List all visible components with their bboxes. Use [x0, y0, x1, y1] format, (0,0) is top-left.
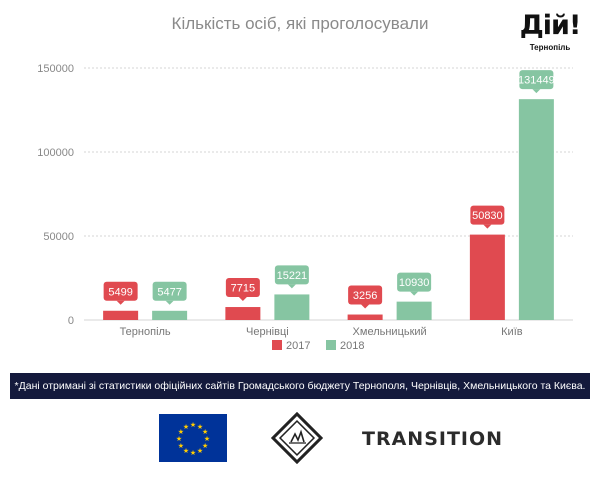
legend-swatch — [272, 340, 282, 350]
data-label-box — [348, 285, 383, 305]
star-icon: ★ — [178, 428, 184, 436]
bar — [347, 314, 383, 320]
eu-flag-logo: ★ ★ ★ ★ ★ ★ ★ ★ ★ ★ ★ ★ — [159, 414, 227, 462]
data-label: 7715 — [231, 283, 255, 295]
star-icon: ★ — [178, 442, 184, 450]
transition-logo: TRANSITION — [362, 428, 504, 450]
data-label: 3256 — [353, 290, 377, 302]
data-label: 5477 — [157, 286, 181, 298]
bar-chart: 0 50000 100000 150000 5499 5477 Тернопіль 7715 1… — [37, 63, 573, 352]
data-label: 15221 — [277, 270, 308, 282]
data-label: 50830 — [472, 210, 503, 222]
x-tick-label: Київ — [501, 326, 523, 338]
people-in-need-logo — [271, 412, 323, 464]
y-tick-label: 50000 — [43, 231, 74, 243]
x-tick-label: Тернопіль — [120, 326, 171, 338]
bar — [518, 99, 554, 320]
y-tick-label: 150000 — [37, 63, 74, 75]
star-icon: ★ — [197, 447, 203, 455]
data-label-pointer — [483, 224, 492, 229]
data-label-box — [519, 70, 554, 90]
data-label: 5499 — [108, 286, 132, 298]
star-icon: ★ — [176, 435, 182, 443]
star-icon: ★ — [183, 423, 189, 431]
y-tick-label: 0 — [68, 315, 74, 327]
brand-logo: Дій! Тернопіль — [514, 10, 586, 52]
data-label-pointer — [287, 284, 296, 289]
data-label-pointer — [165, 300, 174, 305]
star-icon: ★ — [202, 428, 208, 436]
legend-label: 2017 — [286, 340, 310, 352]
data-label-box — [103, 281, 138, 301]
bar — [396, 301, 432, 320]
bar — [469, 234, 505, 320]
bar — [274, 294, 310, 320]
x-tick-label: Чернівці — [246, 326, 289, 338]
data-label-pointer — [116, 300, 125, 305]
brand-city: Тернопіль — [529, 43, 571, 52]
data-label: 131449 — [518, 75, 555, 87]
data-label-box — [274, 265, 309, 285]
data-label-box — [152, 281, 187, 301]
legend-label: 2018 — [340, 340, 364, 352]
star-icon: ★ — [202, 442, 208, 450]
bar — [152, 310, 188, 320]
chart-title: Кількість осіб, які проголосували — [171, 14, 429, 33]
brand-name: Дій! — [519, 10, 582, 41]
footnote: *Дані отримані зі статистики офіційних с… — [10, 373, 590, 399]
data-label: 10930 — [399, 277, 430, 289]
data-label-pointer — [361, 304, 370, 309]
data-label-box — [470, 205, 505, 225]
star-icon: ★ — [190, 449, 196, 457]
bar — [103, 310, 139, 320]
legend-swatch — [326, 340, 336, 350]
bar — [225, 307, 261, 320]
data-label-pointer — [532, 89, 541, 94]
data-label-box — [225, 278, 260, 298]
star-icon: ★ — [204, 435, 210, 443]
star-icon: ★ — [190, 421, 196, 429]
x-tick-label: Хмельницький — [353, 326, 427, 338]
y-tick-label: 100000 — [37, 147, 74, 159]
data-label-pointer — [238, 297, 247, 302]
data-label-box — [397, 272, 432, 292]
star-icon: ★ — [183, 447, 189, 455]
star-icon: ★ — [197, 423, 203, 431]
data-label-pointer — [410, 291, 419, 296]
